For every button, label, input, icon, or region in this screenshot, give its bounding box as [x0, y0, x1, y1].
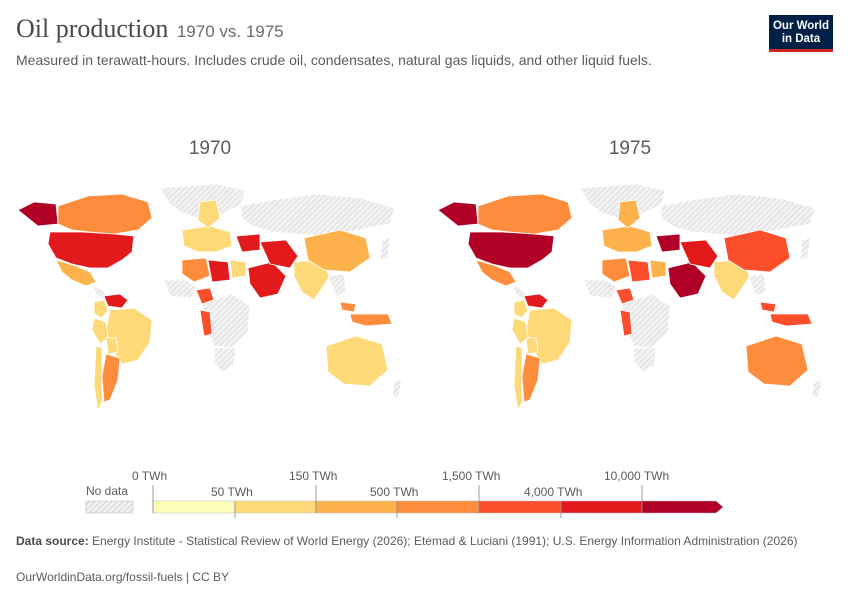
legend-bin-3[interactable]	[396, 500, 480, 514]
legend-label-150: 150 TWh	[289, 469, 338, 483]
country-peru[interactable]	[511, 317, 529, 345]
country-indonesia[interactable]	[349, 313, 393, 327]
country-gabon_angola[interactable]	[619, 309, 633, 337]
world-map-1970[interactable]	[10, 176, 410, 416]
country-north_america_usa[interactable]	[467, 231, 555, 269]
country-egypt[interactable]	[229, 259, 247, 279]
country-china[interactable]	[723, 229, 791, 273]
country-canada[interactable]	[477, 193, 573, 235]
country-se_asia[interactable]	[327, 273, 347, 297]
country-bolivia[interactable]	[525, 337, 539, 355]
country-egypt[interactable]	[649, 259, 667, 279]
source-label: Data source:	[16, 534, 89, 548]
source-text[interactable]: Energy Institute - Statistical Review of…	[92, 534, 798, 548]
legend-label-1500: 1,500 TWh	[442, 469, 501, 483]
country-australia[interactable]	[745, 335, 809, 387]
country-venezuela[interactable]	[523, 293, 549, 309]
chart-header: Oil production 1970 vs. 1975 Measured in…	[16, 14, 756, 68]
country-middle_east[interactable]	[667, 261, 707, 299]
country-central_asia[interactable]	[655, 233, 681, 253]
country-libya[interactable]	[627, 259, 651, 283]
country-gabon_angola[interactable]	[199, 309, 213, 337]
country-argentina[interactable]	[521, 353, 541, 403]
country-ussr[interactable]	[659, 193, 816, 237]
legend-label-50: 50 TWh	[211, 485, 253, 499]
country-colombia[interactable]	[93, 299, 109, 319]
country-europe[interactable]	[181, 225, 233, 253]
country-new_zealand[interactable]	[811, 379, 823, 399]
map-year-label: 1970	[188, 138, 232, 159]
country-middle_east[interactable]	[247, 261, 287, 299]
map-panel-1975: 1975	[430, 138, 830, 412]
country-china[interactable]	[303, 229, 371, 273]
country-central_asia[interactable]	[235, 233, 261, 253]
legend-bin-6[interactable]	[641, 500, 724, 514]
country-south_africa[interactable]	[633, 347, 657, 373]
country-mexico[interactable]	[55, 259, 97, 287]
map-year-label: 1975	[608, 138, 652, 159]
country-south_africa[interactable]	[213, 347, 237, 373]
country-venezuela[interactable]	[103, 293, 129, 309]
footer-url[interactable]: OurWorldinData.org/fossil-fuels | CC BY	[16, 570, 229, 584]
country-west_africa[interactable]	[583, 279, 619, 299]
data-source: Data source: Energy Institute - Statisti…	[16, 533, 816, 549]
country-peru[interactable]	[91, 317, 109, 345]
country-bolivia[interactable]	[105, 337, 119, 355]
country-indonesia[interactable]	[769, 313, 813, 327]
legend-no-data-swatch[interactable]	[85, 500, 134, 514]
legend-label-4000: 4,000 TWh	[524, 485, 583, 499]
country-ussr[interactable]	[239, 193, 396, 237]
country-europe[interactable]	[601, 225, 653, 253]
legend-label-500: 500 TWh	[370, 485, 419, 499]
country-mexico[interactable]	[475, 259, 517, 287]
country-japan[interactable]	[799, 237, 811, 261]
legend-bin-0[interactable]	[152, 500, 236, 514]
country-malaysia[interactable]	[759, 301, 777, 313]
legend-svg	[85, 485, 724, 518]
country-australia[interactable]	[325, 335, 389, 387]
country-se_asia[interactable]	[747, 273, 767, 297]
country-libya[interactable]	[207, 259, 231, 283]
map-panel-1970: 1970	[10, 138, 410, 412]
country-chile[interactable]	[513, 345, 523, 412]
country-new_zealand[interactable]	[391, 379, 403, 399]
country-greenland[interactable]	[579, 183, 666, 219]
country-algeria[interactable]	[181, 257, 211, 283]
title-row: Oil production 1970 vs. 1975	[16, 14, 756, 44]
owid-logo[interactable]: Our World in Data	[769, 15, 833, 52]
country-alaska[interactable]	[437, 201, 479, 227]
country-scandinavia[interactable]	[197, 199, 221, 229]
country-north_america_usa[interactable]	[47, 231, 135, 269]
legend-bin-5[interactable]	[560, 500, 643, 514]
country-algeria[interactable]	[601, 257, 631, 283]
country-alaska[interactable]	[17, 201, 59, 227]
legend-bin-1[interactable]	[234, 500, 317, 514]
world-map-1975[interactable]	[430, 176, 830, 416]
legend-bin-4[interactable]	[478, 500, 562, 514]
color-legend: No data 0 TWh 150 TWh 1,500 TWh 10,000 T…	[0, 460, 850, 530]
country-west_africa[interactable]	[163, 279, 199, 299]
country-malaysia[interactable]	[339, 301, 357, 313]
country-japan[interactable]	[379, 237, 391, 261]
country-greenland[interactable]	[159, 183, 246, 219]
legend-label-0: 0 TWh	[132, 469, 168, 483]
legend-bin-2[interactable]	[315, 500, 398, 514]
chart-title: Oil production	[16, 14, 169, 43]
country-scandinavia[interactable]	[617, 199, 641, 229]
logo-line-2: in Data	[781, 33, 821, 45]
chart-title-years[interactable]: 1970 vs. 1975	[176, 22, 284, 41]
country-canada[interactable]	[57, 193, 153, 235]
country-chile[interactable]	[93, 345, 103, 412]
chart-subtitle: Measured in terawatt-hours. Includes cru…	[16, 52, 652, 68]
legend-no-data-label: No data	[86, 484, 129, 498]
country-argentina[interactable]	[101, 353, 121, 403]
legend-label-10000: 10,000 TWh	[604, 469, 670, 483]
country-colombia[interactable]	[513, 299, 529, 319]
logo-line-1: Our World	[772, 20, 829, 32]
